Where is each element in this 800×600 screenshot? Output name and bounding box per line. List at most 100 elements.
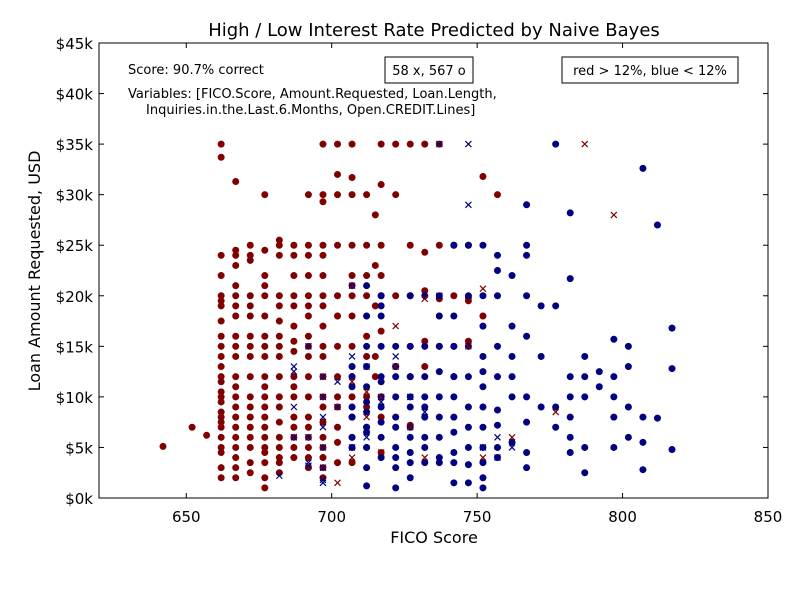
data-point-low [450, 459, 458, 467]
data-point-x-low [334, 378, 341, 386]
data-point-low [493, 421, 501, 429]
data-point-high [261, 413, 269, 421]
data-point-low [406, 448, 414, 456]
x-tick-label: 850 [754, 508, 783, 526]
data-point-x-low [494, 433, 501, 441]
data-point-low [363, 464, 371, 472]
x-axis-label: FICO Score [390, 528, 478, 547]
data-point-high [319, 352, 327, 360]
data-point-low [377, 378, 385, 386]
data-point-high [290, 373, 298, 381]
data-point-x-high [392, 363, 400, 370]
data-point-high [319, 140, 327, 148]
data-point-low [566, 373, 574, 381]
data-point-high [304, 332, 312, 340]
data-point-high [246, 292, 254, 300]
data-point-x-high [508, 433, 516, 441]
data-point-low [610, 373, 618, 381]
data-point-high [246, 403, 254, 411]
data-point-low [566, 275, 574, 283]
data-point-low [610, 443, 618, 451]
data-point-high [334, 292, 342, 300]
data-point-high [304, 191, 312, 199]
data-point-high [232, 433, 240, 441]
data-point-high [377, 241, 385, 249]
data-point-high [275, 433, 283, 441]
data-point-high [275, 317, 283, 325]
data-point-x-low [319, 464, 327, 472]
data-point-low [406, 474, 414, 482]
data-point-high [261, 459, 269, 467]
data-point-high [261, 342, 269, 350]
data-point-low [464, 241, 472, 249]
data-point-low [450, 393, 458, 401]
data-point-high [304, 454, 312, 462]
data-point-low [363, 428, 371, 436]
data-point-high [371, 302, 379, 310]
data-point-low [450, 413, 458, 421]
data-point-high [246, 459, 254, 467]
data-point-high [363, 292, 371, 300]
data-point-high [246, 469, 254, 477]
data-point-high [304, 312, 312, 320]
data-point-x-low [508, 444, 516, 451]
data-point-low [639, 413, 647, 421]
data-point-low [581, 352, 589, 360]
data-point-low [624, 342, 632, 350]
data-point-low [537, 302, 545, 310]
data-point-high [275, 373, 283, 381]
data-point-low [610, 335, 618, 343]
data-point-x-high [392, 322, 400, 330]
y-tick-label: $40k [56, 86, 94, 104]
data-point-high [363, 352, 371, 360]
variables-annotation-line2: Inquiries.in.the.Last.6.Months, Open.CRE… [146, 103, 475, 118]
data-point-low [639, 466, 647, 474]
data-point-low [566, 393, 574, 401]
data-point-high [319, 433, 327, 441]
y-tick-label: $35k [56, 136, 94, 154]
data-point-low [363, 282, 371, 290]
data-point-low [479, 292, 487, 300]
data-point-low [464, 403, 472, 411]
data-point-high [246, 256, 254, 264]
data-point-low [595, 368, 603, 376]
data-point-high [261, 393, 269, 401]
data-point-high [363, 241, 371, 249]
data-point-x-low [290, 403, 298, 411]
data-point-low [552, 302, 560, 310]
data-point-low [566, 448, 574, 456]
data-point-x-low [464, 201, 472, 209]
data-point-high [319, 272, 327, 280]
data-point-high [371, 373, 379, 381]
data-point-low [377, 342, 385, 350]
data-point-high [275, 302, 283, 310]
data-point-high [290, 241, 298, 249]
data-point-low [421, 459, 429, 467]
data-point-high [275, 292, 283, 300]
data-point-x-low [334, 403, 341, 411]
y-tick-label: $0k [65, 490, 93, 508]
data-point-high [246, 352, 254, 360]
data-point-high [334, 459, 342, 467]
data-point-high [275, 393, 283, 401]
data-point-high [246, 433, 254, 441]
data-point-high [348, 459, 356, 467]
data-point-low [668, 445, 676, 453]
data-point-low [668, 365, 676, 373]
data-point-high [232, 383, 240, 391]
data-point-high [348, 241, 356, 249]
data-point-high [217, 140, 225, 148]
data-point-low [377, 312, 385, 320]
data-point-low [479, 403, 487, 411]
data-point-high [334, 241, 342, 249]
data-point-high [261, 474, 269, 482]
data-point-high [290, 322, 298, 330]
legend-annotation: red > 12%, blue < 12% [573, 64, 727, 79]
data-point-high [217, 153, 225, 161]
data-point-high [290, 272, 298, 280]
data-point-x-low [377, 398, 385, 406]
data-point-high [232, 302, 240, 310]
data-point-x-low [275, 472, 283, 480]
data-point-high [246, 302, 254, 310]
data-point-low [450, 428, 458, 436]
